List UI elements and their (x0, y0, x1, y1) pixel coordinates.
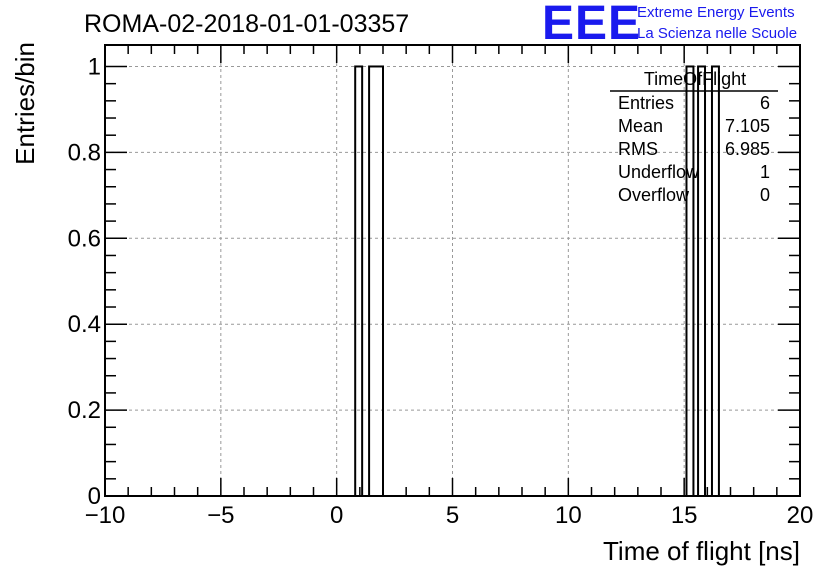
stats-box-title: TimeOfFlight (643, 69, 747, 89)
stats-key: Overflow (618, 185, 690, 205)
y-axis-label: Entries/bin (10, 42, 40, 165)
stats-row: Overflow 0 (618, 185, 770, 207)
x-axis-label: Time of flight [ns] (603, 536, 800, 566)
stats-key: Entries (618, 93, 675, 113)
logo-line-1: Extreme Energy Events (637, 4, 795, 21)
x-tick-label: 10 (555, 502, 582, 529)
y-tick-label: 0.6 (68, 225, 101, 252)
x-tick-label: 0 (330, 502, 343, 529)
stats-value: 1 (759, 162, 770, 182)
stats-key: Mean (618, 116, 664, 136)
y-tick-label: 0.4 (68, 311, 101, 338)
stats-row: Underflow 1 (618, 162, 770, 184)
stats-value: 0 (759, 185, 770, 205)
x-tick-label: 15 (671, 502, 698, 529)
y-tick-label: 0 (88, 483, 101, 510)
stats-row: Entries 6 (618, 93, 770, 115)
stats-key: Underflow (618, 162, 700, 182)
y-tick-label: 0.8 (68, 139, 101, 166)
stats-value: 7.105 (724, 116, 770, 136)
y-tick-label: 1 (88, 53, 101, 80)
histogram-bar (368, 65, 385, 497)
x-tick-label: −5 (207, 502, 234, 529)
histogram-bar (354, 65, 364, 497)
y-tick-label: 0.2 (68, 397, 101, 424)
logo-line-2: La Scienza nelle Scuole (637, 25, 798, 42)
stats-key: RMS (618, 139, 658, 159)
x-tick-label: −10 (85, 502, 126, 529)
x-tick-label: 5 (446, 502, 459, 529)
eee-logo: EEE (542, 0, 642, 50)
plot-title: ROMA-02-2018-01-01-03357 (84, 10, 410, 38)
stats-value: 6 (759, 93, 770, 113)
stats-row: RMS 6.985 (618, 139, 770, 161)
grid-lines (105, 45, 800, 496)
x-tick-label: 20 (787, 502, 814, 529)
stats-value: 6.985 (724, 139, 770, 159)
axis-ticks (104, 45, 801, 497)
stats-row: Mean 7.105 (618, 116, 770, 138)
